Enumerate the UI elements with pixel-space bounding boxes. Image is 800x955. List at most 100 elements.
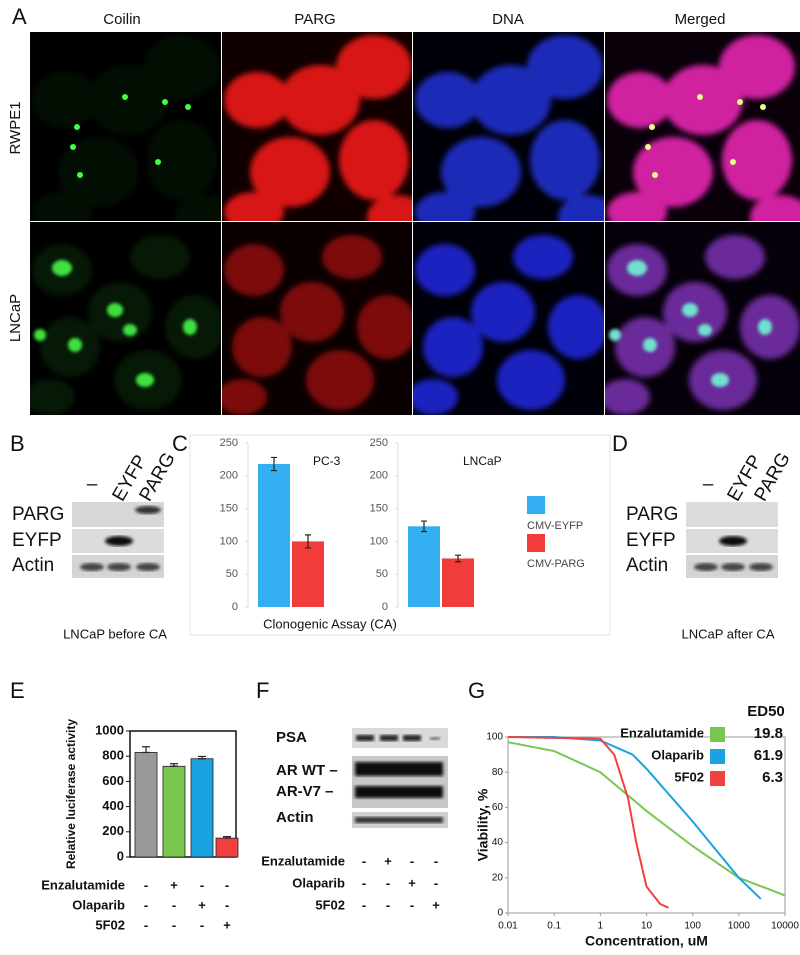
panel-label: D	[612, 431, 628, 456]
treatment-sign: -	[434, 875, 438, 890]
y-tick-label: 800	[102, 748, 124, 763]
treatment-label: 5F02	[95, 917, 125, 932]
column-heading: Merged	[675, 11, 726, 28]
x-tick-label: 0.01	[498, 921, 518, 932]
column-heading: Coilin	[103, 11, 141, 28]
lane-label: –	[87, 474, 98, 495]
x-tick-label: 1000	[728, 921, 751, 932]
y-tick-label: 200	[370, 470, 388, 482]
y-tick-label: 400	[102, 798, 124, 813]
row-label: Actin	[12, 555, 54, 576]
micrograph	[222, 222, 412, 415]
x-tick-label: 100	[684, 921, 701, 932]
micrograph	[413, 32, 604, 221]
panel-frame	[189, 434, 611, 636]
error-bar	[305, 534, 311, 549]
treatment-sign: -	[386, 897, 390, 912]
error-bar	[198, 755, 206, 760]
panel-label: E	[10, 678, 25, 703]
line	[507, 736, 669, 909]
y-tick-label: 60	[492, 802, 504, 813]
error-bar	[170, 763, 178, 767]
treatment-sign: -	[434, 853, 438, 868]
y-tick-label: 250	[370, 437, 388, 449]
treatment-label: Enzalutamide	[261, 853, 345, 868]
y-tick-label: 0	[382, 601, 388, 613]
legend-swatch	[710, 727, 725, 742]
bar	[190, 758, 214, 858]
facet-title: PC-3	[313, 454, 341, 468]
y-tick-label: 0	[232, 601, 238, 613]
treatment-sign: +	[170, 877, 178, 892]
blot	[352, 728, 448, 828]
panel-label: C	[172, 431, 188, 456]
treatment-sign: -	[225, 897, 229, 912]
bar	[408, 526, 440, 607]
ed50-value: 19.8	[754, 725, 783, 742]
treatment-sign: -	[386, 875, 390, 890]
bar	[442, 558, 474, 607]
legend-label: 5F02	[674, 769, 704, 784]
row-label: AR-V7 –	[276, 783, 334, 800]
panel-label: G	[468, 678, 485, 703]
bar	[215, 837, 239, 858]
treatment-sign: -	[144, 917, 148, 932]
caption: LNCaP before CA	[63, 626, 167, 641]
y-tick-label: 100	[220, 535, 238, 547]
micrograph	[30, 222, 221, 415]
panel-label: F	[256, 678, 269, 703]
y-tick-label: 250	[220, 437, 238, 449]
column-heading: DNA	[492, 11, 524, 28]
y-tick-label: 20	[492, 872, 504, 883]
treatment-sign: -	[410, 853, 414, 868]
legend-label: CMV-EYFP	[527, 520, 583, 532]
blot	[686, 502, 778, 578]
line	[507, 741, 786, 897]
row-label: EYFP	[626, 530, 676, 551]
y-axis-label: Viability, %	[475, 788, 491, 861]
legend-swatch	[710, 771, 725, 786]
y-tick-label: 1000	[95, 722, 124, 737]
treatment-sign: +	[408, 875, 416, 890]
row-label: PARG	[12, 504, 64, 525]
treatment-sign: -	[200, 877, 204, 892]
row-label: EYFP	[12, 530, 62, 551]
facet-title: LNCaP	[463, 454, 502, 468]
y-tick-label: 0	[497, 908, 503, 919]
panel-label: A	[12, 4, 27, 29]
y-tick-label: 50	[226, 568, 238, 580]
treatment-label: Olaparib	[72, 897, 125, 912]
y-tick-label: 80	[492, 767, 504, 778]
x-tick-label: 1	[598, 921, 604, 932]
row-label: PARG	[626, 504, 678, 525]
y-tick-label: 100	[486, 732, 503, 743]
y-tick-label: 200	[102, 823, 124, 838]
lane-label: –	[703, 474, 714, 495]
treatment-sign: -	[144, 877, 148, 892]
y-axis-label: Relative luciferase activity	[64, 719, 78, 869]
blot	[72, 502, 164, 578]
bar	[162, 765, 186, 858]
treatment-sign: +	[198, 897, 206, 912]
micrograph	[30, 32, 221, 221]
treatment-label: 5F02	[315, 897, 345, 912]
bar	[258, 463, 290, 607]
treatment-sign: +	[384, 853, 392, 868]
legend-title: ED50	[747, 703, 785, 720]
bar	[292, 541, 324, 607]
panel-label: B	[10, 431, 25, 456]
x-tick-label: 0.1	[547, 921, 561, 932]
micrograph	[222, 32, 412, 221]
legend-label: Olaparib	[651, 747, 704, 762]
treatment-sign: -	[172, 917, 176, 932]
y-tick-label: 0	[117, 848, 124, 863]
row-label: Actin	[626, 555, 668, 576]
treatment-sign: -	[200, 917, 204, 932]
treatment-sign: -	[362, 875, 366, 890]
micrograph	[413, 222, 604, 415]
micrograph	[605, 222, 800, 415]
y-tick-label: 200	[220, 470, 238, 482]
y-tick-label: 50	[376, 568, 388, 580]
x-axis-label: Concentration, uM	[585, 933, 708, 949]
error-bar	[271, 456, 277, 472]
